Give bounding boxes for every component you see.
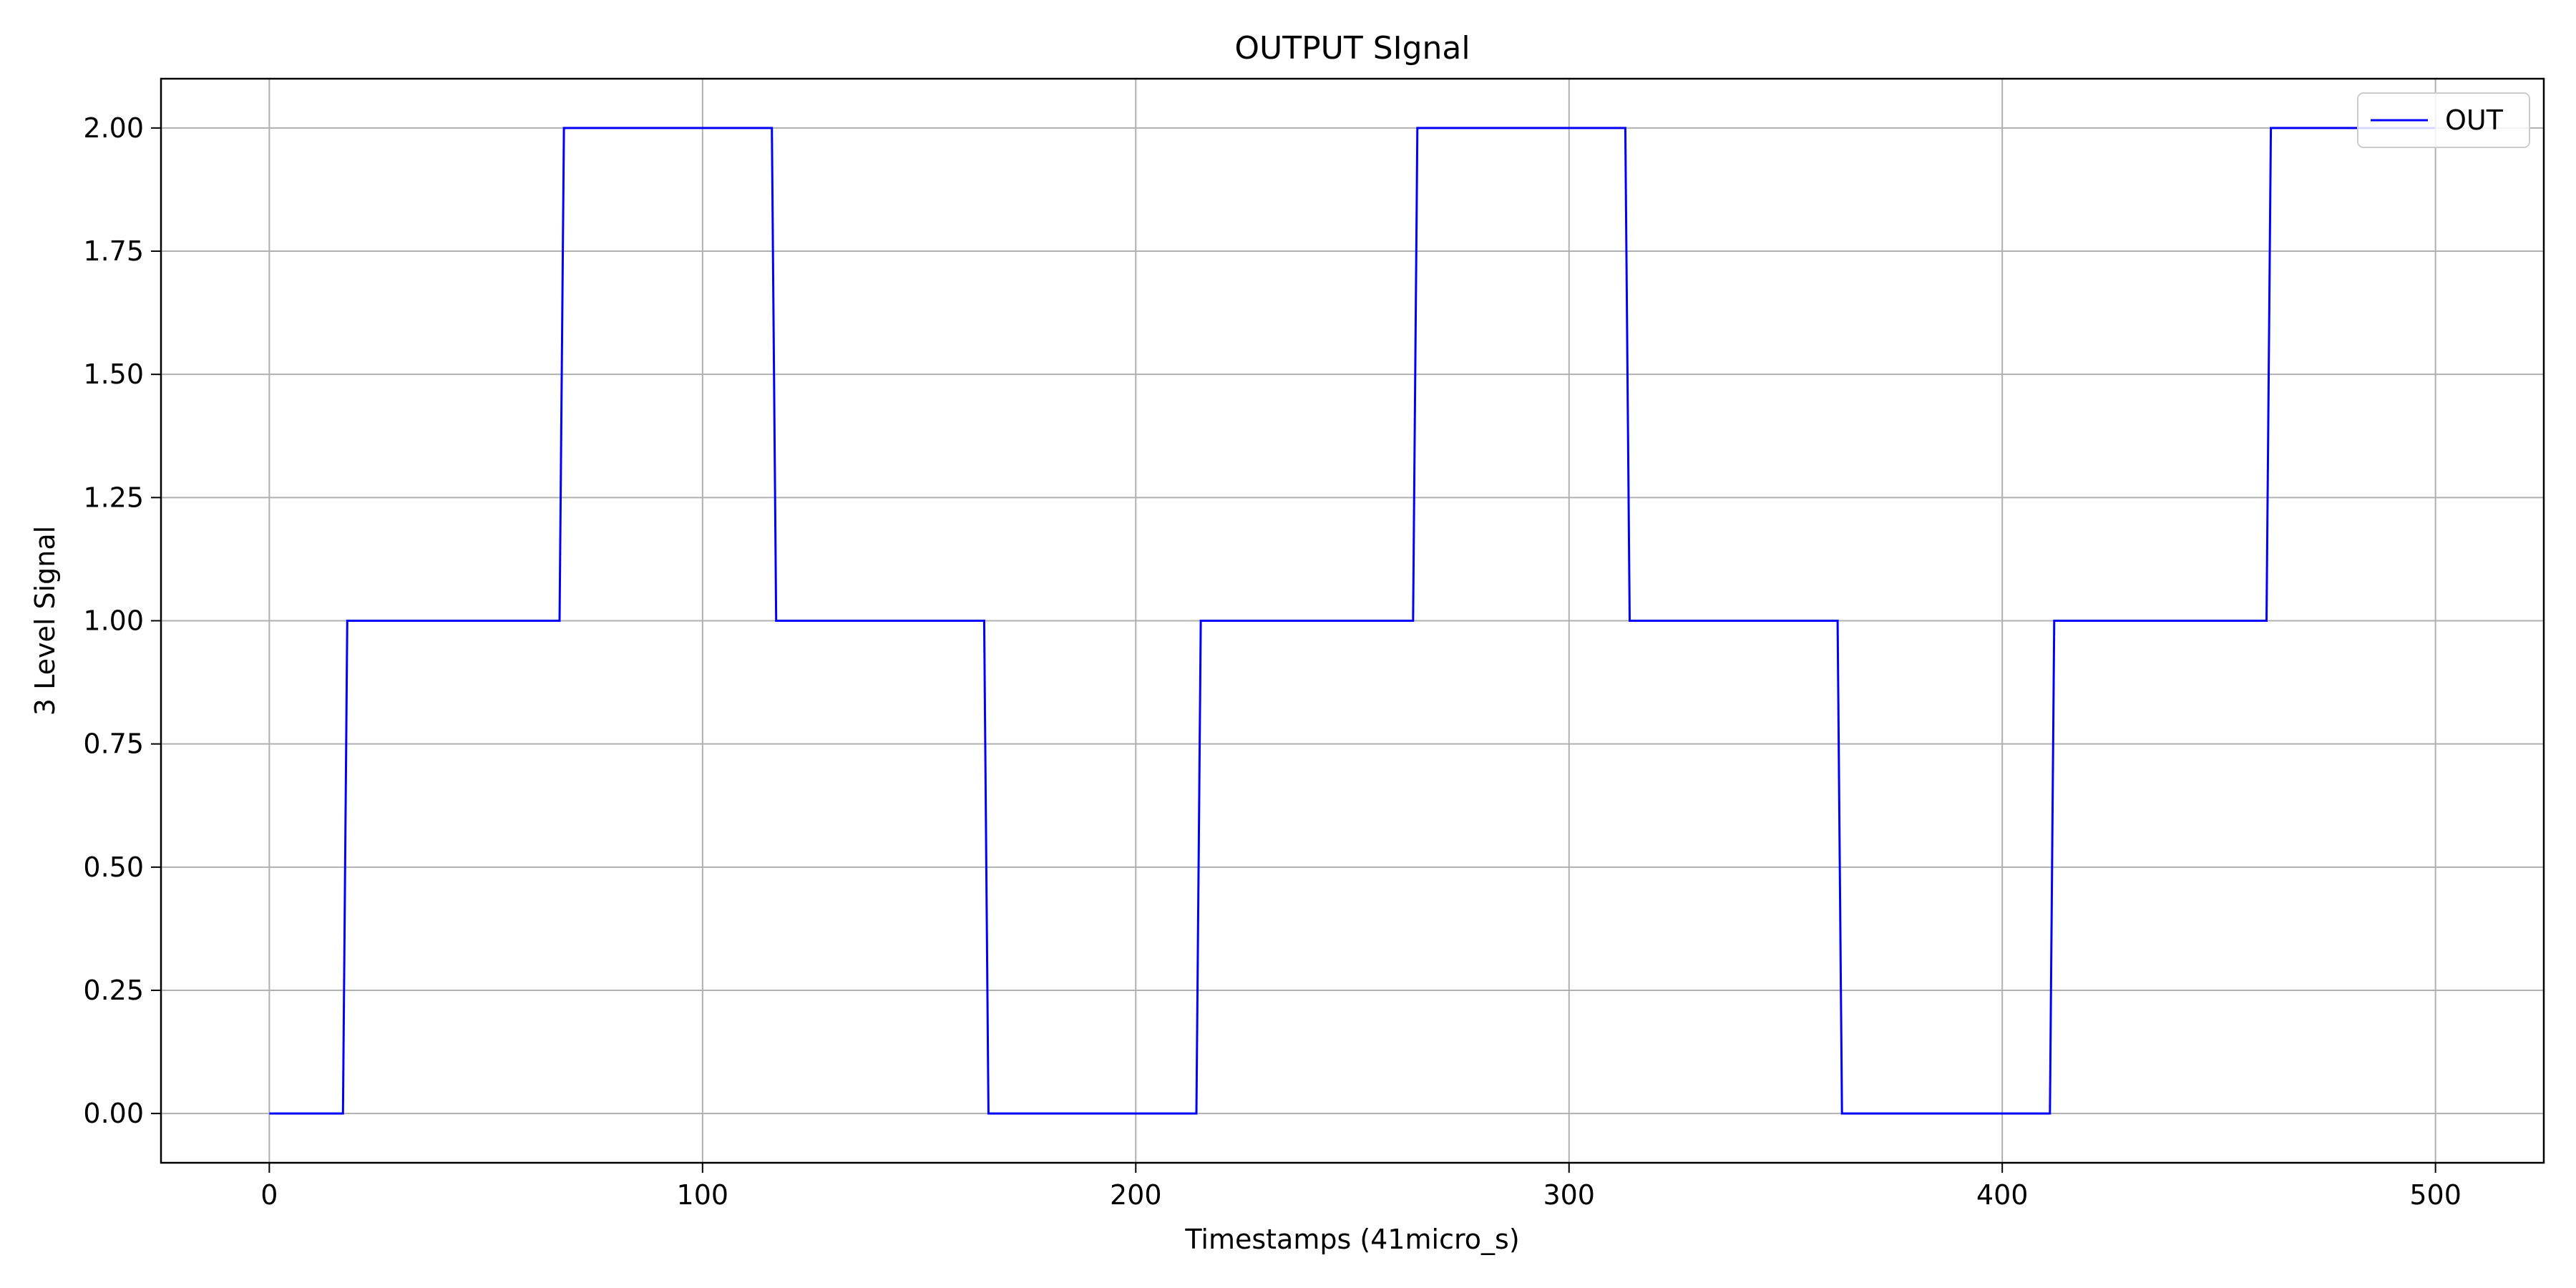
legend: OUT [2357,92,2530,148]
y-tick-label: 0.50 [83,852,144,883]
x-tick-label: 100 [677,1179,729,1211]
y-tick-label: 0.00 [83,1098,144,1129]
y-tick-label: 1.25 [83,482,144,513]
series-line-out [269,127,2436,1115]
x-axis-label: Timestamps (41micro_s) [1184,1224,1519,1255]
x-tick-label: 400 [1976,1179,2029,1211]
x-tick-label: 200 [1110,1179,1162,1211]
chart-title: OUTPUT SIgnal [1234,30,1470,67]
x-tick-label: 300 [1543,1179,1595,1211]
series-layer [269,127,2436,1115]
y-axis-label: 3 Level Signal [29,526,61,716]
y-tick-label: 0.75 [83,728,144,760]
y-tick-label: 1.00 [83,605,144,637]
y-tick-label: 0.25 [83,975,144,1006]
y-tick-label: 1.50 [83,358,144,390]
x-tick-label: 500 [2409,1179,2462,1211]
x-tick-label: 0 [260,1179,278,1211]
legend-box [2357,92,2530,148]
y-tick-label: 2.00 [83,112,144,144]
legend-label: OUT [2445,104,2504,136]
y-tick-label: 1.75 [83,235,144,267]
x-axis: 0 100 200 300 400 500 [260,1163,2462,1211]
y-axis: 0.00 0.25 0.50 0.75 1.00 1.25 1.50 1.75 2.00 [83,112,161,1129]
